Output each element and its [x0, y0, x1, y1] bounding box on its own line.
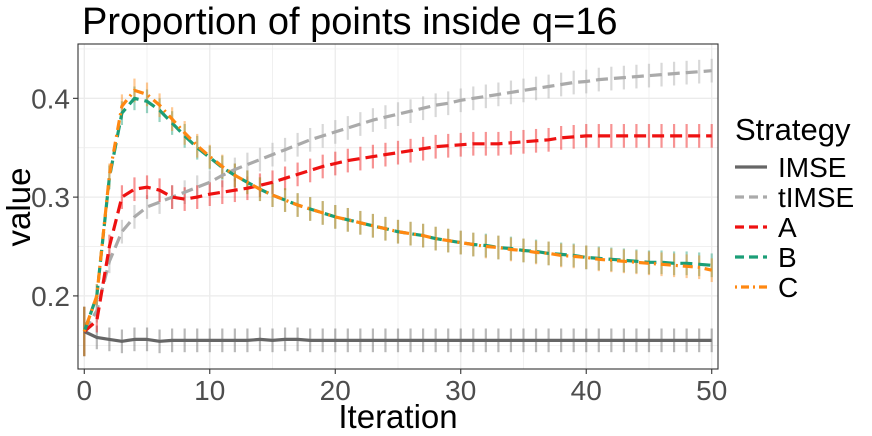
legend-title: Strategy	[735, 112, 851, 147]
legend-label: tIMSE	[778, 182, 854, 213]
x-tick-label: 0	[76, 375, 92, 406]
legend-item-a[interactable]: A	[735, 212, 797, 243]
x-axis-title: Iteration	[338, 398, 457, 435]
series-line-imse	[83, 330, 712, 343]
plot-border	[77, 43, 719, 370]
legend-item-imse[interactable]: IMSE	[735, 152, 846, 183]
legend-item-c[interactable]: C	[735, 272, 798, 303]
legend-label: C	[778, 272, 798, 303]
series-line-c	[82, 88, 713, 333]
x-tick-label: 10	[194, 375, 225, 406]
series-line-a	[83, 134, 712, 333]
grid	[78, 44, 718, 369]
series-line-b	[82, 96, 712, 333]
legend-item-timse[interactable]: tIMSE	[735, 182, 854, 213]
chart-title: Proportion of points inside q=16	[82, 1, 618, 43]
legend-item-b[interactable]: B	[735, 242, 797, 273]
legend-label: A	[778, 212, 797, 243]
y-tick-label: 0.2	[31, 281, 70, 312]
y-tick-label: 0.3	[31, 182, 70, 213]
x-tick-label: 30	[445, 375, 476, 406]
y-axis-title: value	[0, 168, 37, 247]
x-axis: 0 10 20 30 40 50	[76, 369, 727, 406]
y-axis: 0.2 0.3 0.4	[31, 83, 78, 312]
legend-label: B	[778, 242, 797, 273]
series-lines	[82, 69, 713, 343]
legend-label: IMSE	[778, 152, 846, 183]
error-bars-c	[83, 78, 713, 357]
x-tick-label: 40	[571, 375, 602, 406]
x-tick-label: 50	[696, 375, 727, 406]
series-line-timse	[82, 69, 712, 333]
y-tick-label: 0.4	[31, 83, 70, 114]
x-tick-label: 20	[320, 375, 351, 406]
